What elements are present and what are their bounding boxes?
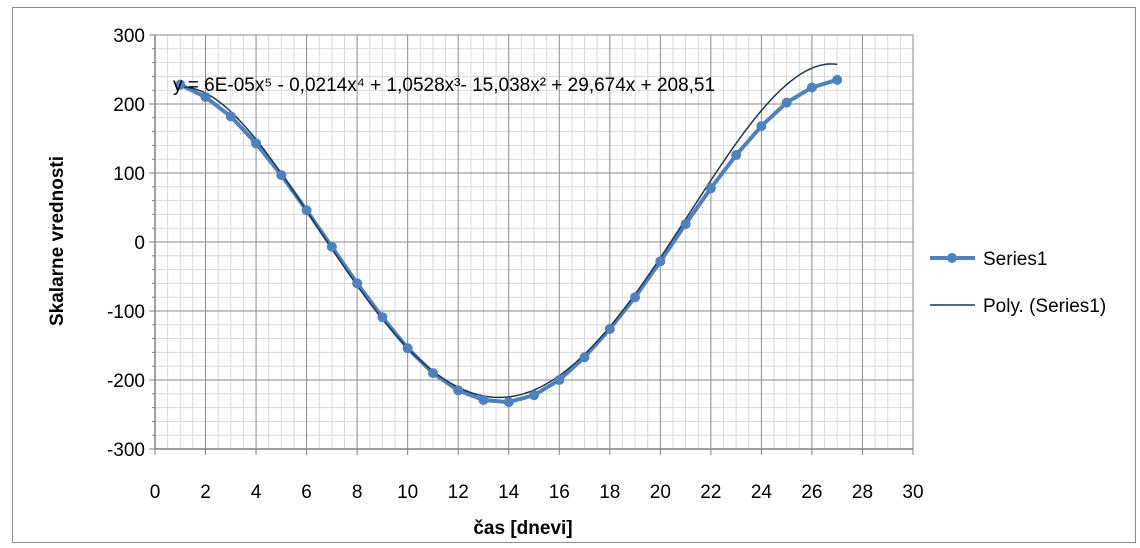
y-tick-label: -200 bbox=[107, 371, 145, 392]
x-tick-label: 10 bbox=[397, 482, 418, 503]
legend-series1-label: Series1 bbox=[983, 249, 1047, 270]
x-tick-label: 8 bbox=[352, 482, 363, 503]
series1-point bbox=[175, 79, 186, 90]
y-tick-label: 0 bbox=[134, 233, 145, 254]
x-tick-label: 14 bbox=[498, 482, 520, 503]
x-tick-label: 24 bbox=[751, 482, 773, 503]
y-tick-label: -300 bbox=[107, 440, 145, 461]
series1-point bbox=[604, 323, 615, 334]
series1-point bbox=[326, 241, 337, 252]
x-tick-label: 30 bbox=[902, 482, 923, 503]
x-axis-title: čas [dnevi] bbox=[473, 518, 572, 539]
legend: Series1 Poly. (Series1) bbox=[930, 249, 1106, 317]
series1-point bbox=[554, 375, 565, 385]
grid-layer bbox=[155, 34, 914, 449]
x-tick-label: 4 bbox=[251, 482, 262, 503]
y-axis-title: Skalarne vrednosti bbox=[47, 156, 68, 326]
x-tick-label: 0 bbox=[150, 482, 161, 503]
series1-point bbox=[251, 138, 262, 149]
y-tick-label: -100 bbox=[107, 302, 145, 323]
series-layer bbox=[175, 63, 843, 408]
series1-point bbox=[781, 97, 792, 108]
series1-point bbox=[630, 292, 641, 303]
y-tick-label: 200 bbox=[113, 95, 145, 116]
y-tick-label: 100 bbox=[113, 164, 145, 185]
x-tick-label: 20 bbox=[650, 482, 671, 503]
y-tick-label: 300 bbox=[113, 26, 145, 47]
series1-point bbox=[276, 170, 287, 181]
x-tick-label: 12 bbox=[448, 482, 469, 503]
series1-point bbox=[655, 256, 666, 267]
axes-layer bbox=[149, 34, 914, 455]
x-tick-label: 22 bbox=[700, 482, 721, 503]
series1-point bbox=[352, 278, 363, 289]
series1-point bbox=[756, 121, 767, 132]
series1-point bbox=[402, 343, 413, 354]
tick-labels-layer: 0 2 4 6 8 10 12 14 16 18 20 22 24 26 28 303002001000-10… bbox=[107, 26, 924, 503]
series1-point bbox=[200, 92, 211, 103]
series1-point bbox=[478, 395, 489, 406]
x-tick-label: 2 bbox=[200, 482, 211, 503]
x-tick-label: 28 bbox=[852, 482, 873, 503]
x-tick-label: 26 bbox=[801, 482, 822, 503]
legend-poly-label: Poly. (Series1) bbox=[983, 296, 1106, 317]
series1-point bbox=[680, 219, 691, 230]
series1-point bbox=[453, 385, 464, 396]
x-tick-label: 18 bbox=[599, 482, 620, 503]
series1-point bbox=[705, 183, 716, 194]
x-tick-label: 16 bbox=[549, 482, 570, 503]
series1-point bbox=[301, 205, 312, 216]
series1-point bbox=[579, 352, 590, 363]
x-tick-label: 6 bbox=[301, 482, 312, 503]
trendline-poly bbox=[180, 63, 838, 399]
series1-point bbox=[731, 150, 742, 161]
series1-point bbox=[503, 397, 514, 408]
series1-point bbox=[427, 368, 438, 379]
trendline-equation: y = 6E-05x⁵ - 0,0214x⁴ + 1,0528x³- 15,03… bbox=[173, 75, 715, 96]
series1-point bbox=[806, 82, 817, 93]
series1-point bbox=[225, 111, 236, 122]
series1-point bbox=[832, 74, 843, 85]
chart-area bbox=[12, 7, 1136, 543]
series1-point bbox=[377, 312, 388, 323]
series1-point bbox=[529, 390, 539, 401]
legend-series1-marker bbox=[947, 253, 957, 263]
